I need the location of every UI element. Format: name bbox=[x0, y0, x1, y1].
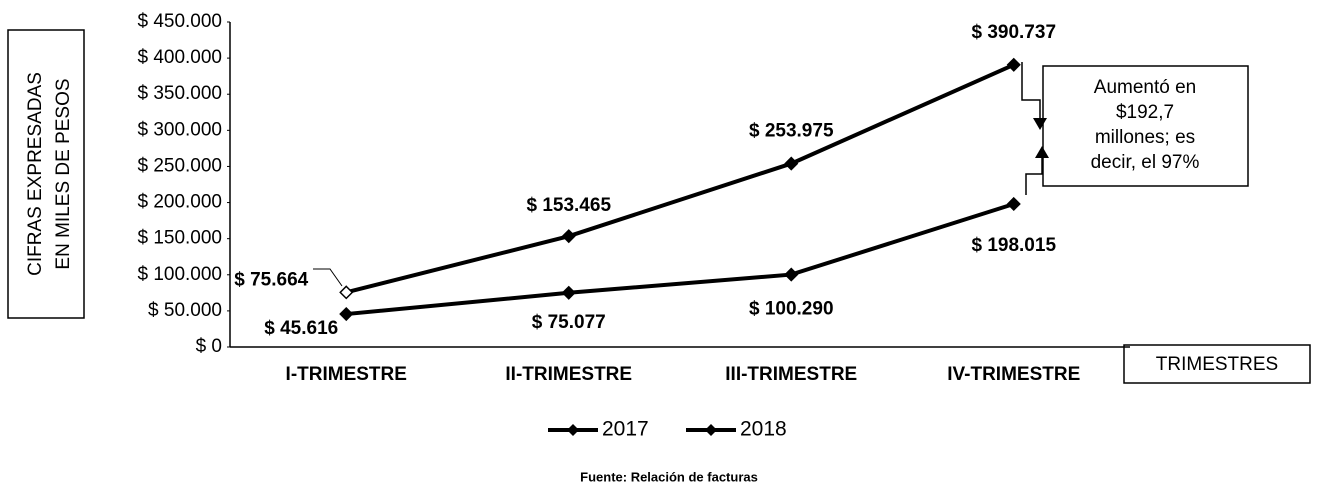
data-label: $ 75.077 bbox=[532, 312, 606, 333]
connector bbox=[1025, 158, 1043, 195]
arrow bbox=[1033, 118, 1047, 130]
marker bbox=[1006, 57, 1021, 72]
annotation: Aumentó en bbox=[1094, 77, 1196, 98]
y-tick-label: $ 200.000 bbox=[137, 192, 222, 213]
data-label: $ 198.015 bbox=[971, 235, 1056, 256]
y-tick-label: $ 450.000 bbox=[137, 11, 222, 32]
legend-marker bbox=[705, 424, 717, 436]
line bbox=[346, 202, 1015, 317]
y-tick-label: $ 350.000 bbox=[137, 83, 222, 104]
y-tick-label: $ 50.000 bbox=[148, 300, 222, 321]
leader-line bbox=[313, 268, 343, 287]
data-label: $ 253.975 bbox=[749, 121, 834, 142]
y-label-box bbox=[7, 29, 85, 319]
annotation: $192,7 bbox=[1116, 102, 1174, 123]
connector bbox=[1021, 62, 1041, 126]
marker bbox=[339, 306, 354, 322]
marker bbox=[561, 285, 576, 300]
marker bbox=[561, 229, 576, 244]
marker bbox=[1006, 196, 1021, 212]
x-tick-label: III-TRIMESTRE bbox=[725, 364, 857, 385]
data-label: $ 100.290 bbox=[749, 299, 834, 320]
y-tick-label: $ 100.000 bbox=[137, 264, 222, 285]
marker bbox=[784, 156, 799, 171]
line bbox=[345, 62, 1015, 295]
data-label: $ 45.616 bbox=[264, 318, 338, 339]
annotation-box bbox=[1042, 65, 1249, 187]
data-label: $ 390.737 bbox=[971, 22, 1056, 43]
data-label: $ 75.664 bbox=[234, 269, 308, 290]
marker bbox=[339, 285, 354, 300]
y-axis-label: CIFRAS EXPRESADAS bbox=[25, 72, 46, 276]
y-tick-label: $ 400.000 bbox=[137, 47, 222, 68]
y-axis-label: EN MILES DE PESOS bbox=[53, 78, 74, 269]
y-tick-label: $ 150.000 bbox=[137, 228, 222, 249]
y-tick-label: $ 250.000 bbox=[137, 155, 222, 176]
arrow bbox=[1035, 146, 1049, 158]
x-tick-label: IV-TRIMESTRE bbox=[947, 364, 1080, 385]
legend-label: 2018 bbox=[740, 418, 787, 441]
x-axis-label: TRIMESTRES bbox=[1156, 354, 1278, 375]
x-tick-label: II-TRIMESTRE bbox=[505, 364, 632, 385]
source: Fuente: Relación de facturas bbox=[580, 469, 758, 484]
annotation: decir, el 97% bbox=[1091, 152, 1200, 173]
legend-label: 2017 bbox=[602, 418, 649, 441]
x-tick-label: I-TRIMESTRE bbox=[286, 364, 407, 385]
y-tick-label: $ 0 bbox=[196, 336, 222, 357]
y-tick-label: $ 300.000 bbox=[137, 119, 222, 140]
marker bbox=[784, 267, 799, 282]
annotation: millones; es bbox=[1095, 127, 1195, 148]
x-label-box bbox=[1123, 344, 1311, 384]
data-label: $ 153.465 bbox=[526, 195, 611, 216]
legend-marker bbox=[567, 424, 579, 436]
